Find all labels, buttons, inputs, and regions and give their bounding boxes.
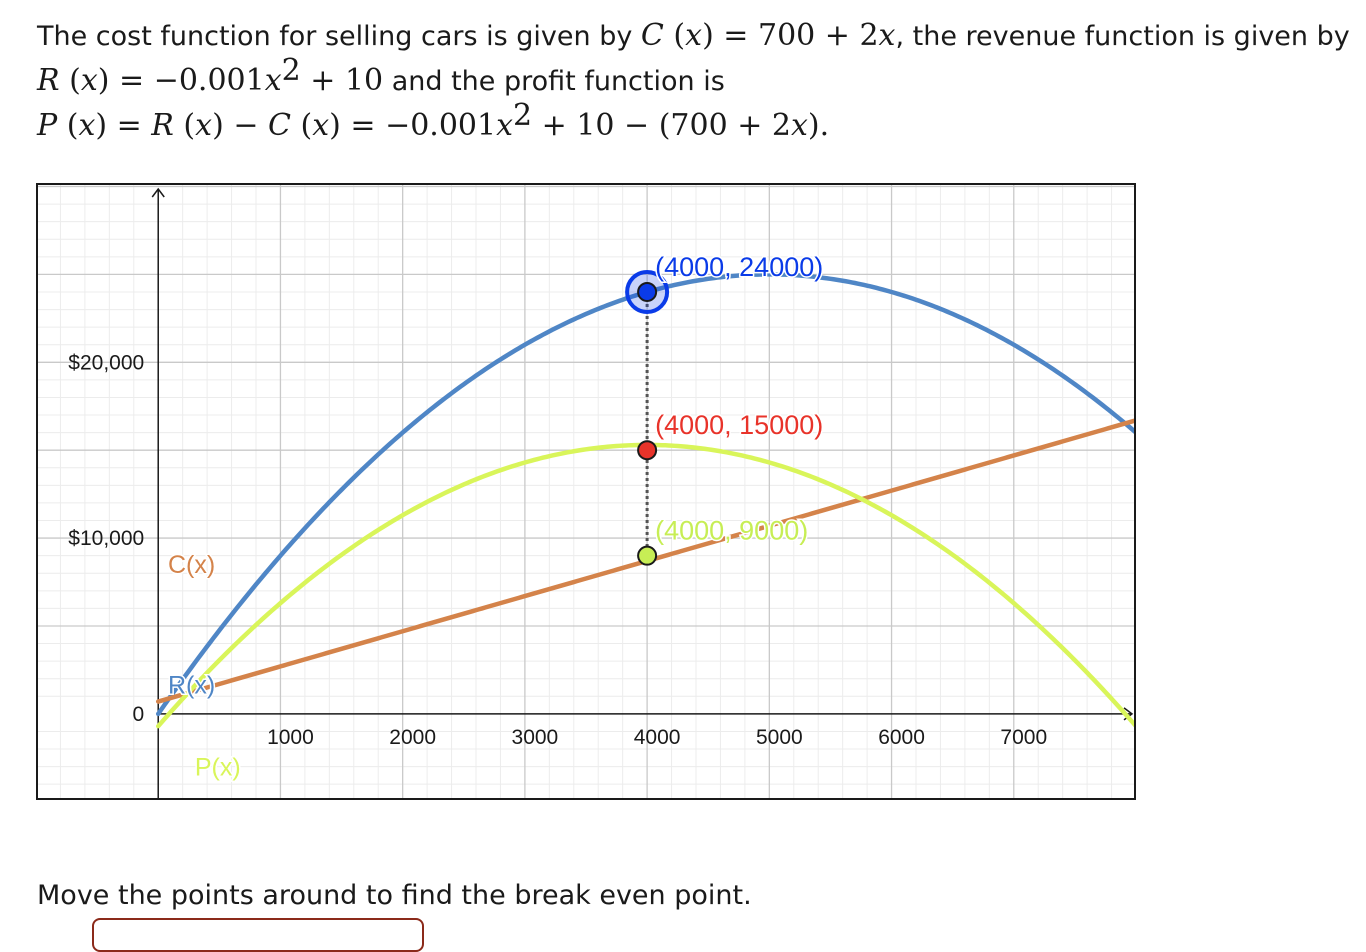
x-tick-label: 3000 (512, 726, 559, 749)
problem-statement: The cost function for selling cars is gi… (37, 14, 1357, 149)
y-tick-label: $10,000 (68, 527, 144, 550)
series-label-cost: C(x) (168, 551, 215, 579)
x-tick-label: 5000 (756, 726, 803, 749)
answer-input[interactable] (92, 918, 424, 952)
tick-labels: 1000 2000 3000 4000 5000 6000 7000 0 $10,000 $20,… (68, 351, 1047, 749)
graph-border (36, 183, 1136, 800)
problem-line-2: R (x) = −0.001x2 + 10 and the profit fun… (37, 53, 725, 99)
x-tick-label: 1000 (267, 726, 314, 749)
point-cost[interactable] (637, 440, 658, 461)
x-tick-label: 7000 (1000, 726, 1047, 749)
graph-background (36, 183, 1136, 800)
point-revenue[interactable] (637, 281, 658, 302)
y-tick-label: $20,000 (68, 351, 144, 374)
point-label-revenue: (4000, 24000) (655, 252, 823, 282)
grid-minor (36, 183, 1136, 800)
x-tick-label: 6000 (878, 726, 925, 749)
graph-panel[interactable]: 1000 2000 3000 4000 5000 6000 7000 0 $10,000 $20,… (36, 183, 1136, 800)
series-label-revenue: R(x) (168, 672, 215, 700)
series-label-profit: P(x) (195, 753, 241, 781)
x-tick-label: 4000 (634, 726, 681, 749)
problem-line-1: The cost function for selling cars is gi… (37, 18, 1350, 53)
x-tick-label: 2000 (389, 726, 436, 749)
point-label-profit: (4000, 9000) (655, 516, 808, 546)
points[interactable]: (4000, 24000) (4000, 15000) (4000, 9000) (625, 250, 825, 566)
point-profit[interactable] (637, 545, 658, 566)
point-label-cost: (4000, 15000) (655, 410, 823, 440)
instructions: Move the points around to find the break… (37, 880, 752, 911)
y-tick-label: 0 (133, 703, 145, 726)
grid-major (36, 183, 1136, 800)
series-labels: R(x) C(x) P(x) (167, 550, 243, 783)
problem-line-3: P (x) = R (x) − C (x) = −0.001x2 + 10 − … (37, 98, 830, 144)
y-axis-arrow (151, 187, 165, 198)
